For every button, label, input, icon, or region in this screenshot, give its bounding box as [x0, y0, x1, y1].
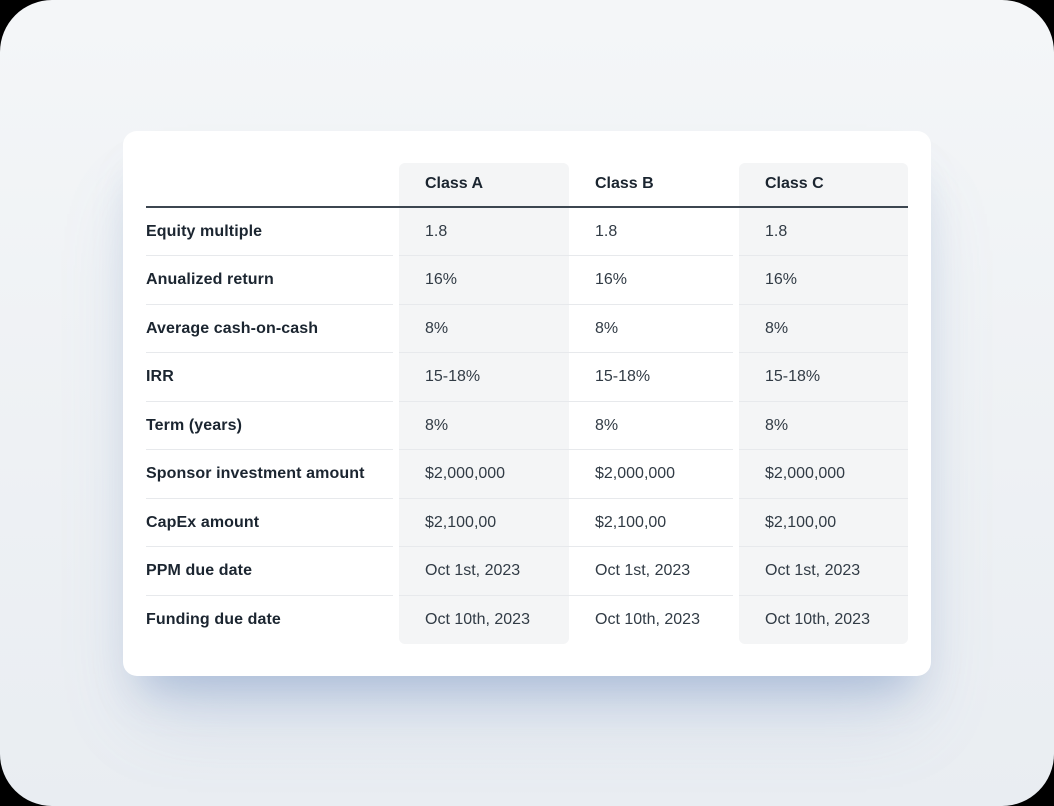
cell-class-b: 8%: [569, 305, 739, 354]
class-comparison-table: Class A Class B Class C Equity multiple …: [146, 162, 908, 644]
table-row: PPM due date Oct 1st, 2023 Oct 1st, 2023…: [146, 547, 908, 596]
cell-class-a: 8%: [399, 401, 569, 450]
cell-class-b: 8%: [569, 402, 739, 451]
table-row: IRR 15-18% 15-18% 15-18%: [146, 353, 908, 402]
table-row: Funding due date Oct 10th, 2023 Oct 10th…: [146, 595, 908, 644]
cell-class-c: 8%: [739, 304, 908, 353]
row-label: Sponsor investment amount: [146, 450, 399, 499]
header-divider: [146, 205, 908, 208]
row-label: Equity multiple: [146, 208, 399, 257]
column-header-class-c: Class C: [739, 162, 908, 206]
table-row: Equity multiple 1.8 1.8 1.8: [146, 207, 908, 257]
row-label: Term (years): [146, 402, 399, 451]
cell-class-b: 1.8: [569, 208, 739, 257]
cell-class-b: $2,100,00: [569, 499, 739, 548]
cell-class-a: 8%: [399, 304, 569, 353]
cell-class-b: 15-18%: [569, 353, 739, 402]
row-label: PPM due date: [146, 547, 399, 596]
class-comparison-card: Class A Class B Class C Equity multiple …: [123, 130, 931, 676]
table-row: CapEx amount $2,100,00 $2,100,00 $2,100,…: [146, 498, 908, 548]
cell-class-c: 16%: [739, 256, 908, 305]
table-row: Term (years) 8% 8% 8%: [146, 401, 908, 451]
column-header-class-a: Class A: [399, 162, 569, 206]
cell-class-a: 15-18%: [399, 353, 569, 402]
cell-class-b: 16%: [569, 256, 739, 305]
table-row: Anualized return 16% 16% 16%: [146, 256, 908, 305]
cell-class-a: 1.8: [399, 207, 569, 256]
row-label: IRR: [146, 353, 399, 402]
row-label: Funding due date: [146, 610, 281, 628]
row-label: CapEx amount: [146, 499, 399, 548]
cell-class-b: $2,000,000: [569, 450, 739, 499]
cell-class-a: 16%: [399, 256, 569, 305]
cell-class-b: Oct 1st, 2023: [569, 547, 739, 596]
cell-class-a: $2,100,00: [399, 498, 569, 547]
column-header-class-b: Class B: [595, 175, 654, 192]
table-row: Sponsor investment amount $2,000,000 $2,…: [146, 450, 908, 499]
cell-class-c: $2,100,00: [739, 498, 908, 547]
cell-class-c: 15-18%: [739, 353, 908, 402]
cell-class-c: Oct 10th, 2023: [739, 595, 908, 644]
cell-class-c: 1.8: [739, 207, 908, 256]
row-label: Average cash-on-cash: [146, 305, 399, 354]
cell-class-c: Oct 1st, 2023: [739, 547, 908, 596]
cell-class-c: 8%: [739, 401, 908, 450]
cell-class-a: $2,000,000: [399, 450, 569, 499]
cell-class-c: $2,000,000: [739, 450, 908, 499]
table-body: Equity multiple 1.8 1.8 1.8 Anualized re…: [146, 207, 908, 644]
table-row: Average cash-on-cash 8% 8% 8%: [146, 304, 908, 354]
header-spacer-cell: [146, 163, 399, 206]
row-label: Anualized return: [146, 256, 399, 305]
cell-class-b: Oct 10th, 2023: [595, 610, 700, 628]
cell-class-a: Oct 1st, 2023: [399, 547, 569, 596]
table-header-row: Class A Class B Class C: [146, 162, 908, 206]
cell-class-a: Oct 10th, 2023: [399, 595, 569, 644]
